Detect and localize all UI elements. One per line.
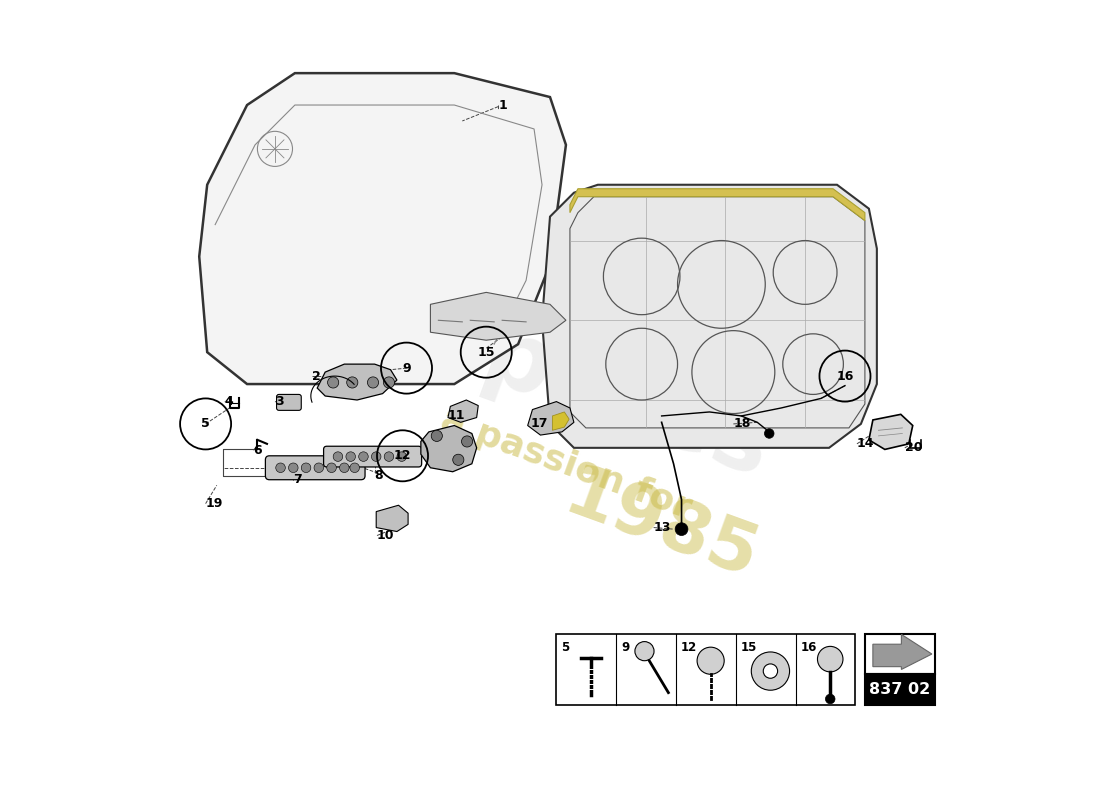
Polygon shape [873, 634, 932, 670]
FancyBboxPatch shape [865, 674, 935, 705]
Circle shape [397, 452, 407, 462]
Text: 12: 12 [394, 450, 411, 462]
Text: 16: 16 [836, 370, 854, 382]
Text: 19: 19 [206, 497, 223, 510]
Text: 13: 13 [653, 521, 671, 534]
Polygon shape [376, 506, 408, 531]
FancyBboxPatch shape [276, 394, 301, 410]
Circle shape [384, 377, 395, 388]
Text: 9: 9 [403, 362, 410, 374]
Text: eurospares: eurospares [190, 206, 782, 498]
Text: 15: 15 [477, 346, 495, 358]
Circle shape [288, 463, 298, 473]
FancyBboxPatch shape [323, 446, 421, 467]
Circle shape [763, 664, 778, 678]
Circle shape [350, 463, 360, 473]
Circle shape [327, 463, 337, 473]
Text: 17: 17 [530, 418, 548, 430]
Polygon shape [317, 364, 397, 400]
Circle shape [675, 522, 688, 535]
Polygon shape [570, 189, 865, 221]
Circle shape [825, 694, 835, 704]
Text: 7: 7 [294, 474, 302, 486]
Circle shape [384, 452, 394, 462]
Circle shape [462, 436, 473, 447]
Circle shape [340, 463, 349, 473]
Circle shape [751, 652, 790, 690]
Polygon shape [528, 402, 574, 435]
Text: 9: 9 [621, 641, 629, 654]
Text: 5: 5 [201, 418, 210, 430]
Circle shape [276, 463, 285, 473]
Circle shape [453, 454, 464, 466]
Polygon shape [448, 400, 478, 422]
Circle shape [301, 463, 311, 473]
Text: 1: 1 [498, 98, 507, 111]
Text: 12: 12 [681, 641, 697, 654]
Text: 8: 8 [375, 470, 383, 482]
Text: 2: 2 [312, 370, 321, 382]
Text: 11: 11 [448, 410, 465, 422]
Text: 10: 10 [377, 529, 395, 542]
Text: 6: 6 [253, 444, 262, 457]
Text: 5: 5 [561, 641, 570, 654]
Circle shape [764, 429, 774, 438]
Circle shape [359, 452, 369, 462]
Circle shape [346, 377, 358, 388]
Circle shape [328, 377, 339, 388]
Text: 3: 3 [275, 395, 284, 408]
Text: 1985: 1985 [556, 461, 768, 594]
Circle shape [635, 642, 654, 661]
Circle shape [314, 463, 323, 473]
Text: 20: 20 [905, 442, 922, 454]
Text: 18: 18 [734, 418, 750, 430]
Circle shape [333, 452, 343, 462]
Text: 15: 15 [740, 641, 757, 654]
Circle shape [431, 430, 442, 442]
Circle shape [372, 452, 381, 462]
Polygon shape [542, 185, 877, 448]
Polygon shape [552, 412, 569, 430]
Circle shape [345, 452, 355, 462]
FancyBboxPatch shape [557, 634, 856, 705]
Text: a passion for: a passion for [436, 402, 696, 525]
Polygon shape [421, 426, 476, 472]
FancyBboxPatch shape [265, 456, 365, 480]
Polygon shape [199, 73, 565, 384]
Circle shape [817, 646, 843, 672]
Polygon shape [430, 292, 565, 340]
Circle shape [697, 647, 724, 674]
Text: 4: 4 [224, 395, 233, 408]
FancyBboxPatch shape [865, 634, 935, 674]
Polygon shape [869, 414, 913, 450]
Text: 837 02: 837 02 [869, 682, 931, 697]
Circle shape [367, 377, 378, 388]
Text: 14: 14 [857, 438, 874, 450]
Text: 16: 16 [801, 641, 816, 654]
